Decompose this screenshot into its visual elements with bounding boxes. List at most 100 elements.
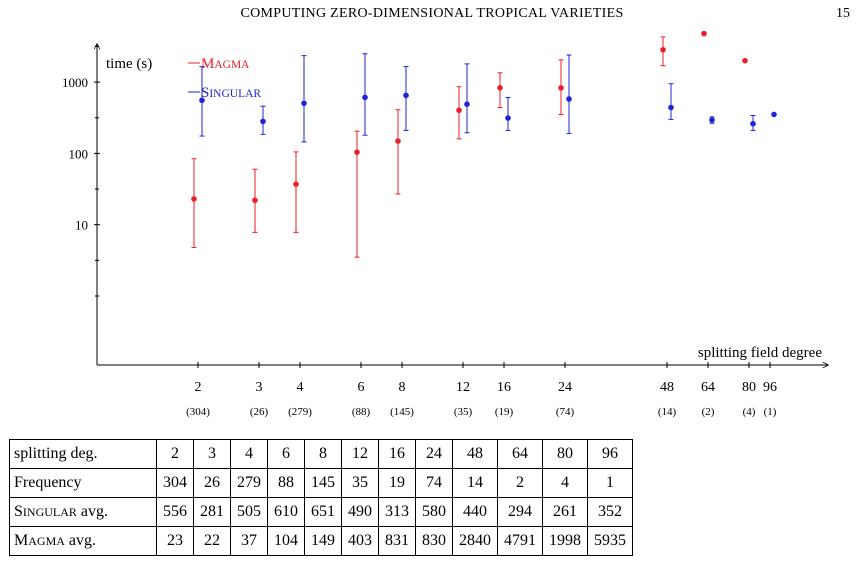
- x-tick-label: 8: [399, 380, 406, 395]
- x-tick-label: 80: [742, 380, 756, 395]
- table-cell: 2: [156, 439, 194, 469]
- table-row-magma: Magma avg. 23 22 37 104 149 403 831 830 2840 4791 1…: [9, 526, 633, 556]
- table-cell: 4: [230, 439, 268, 469]
- table-cell: 96: [587, 439, 633, 469]
- table-cell: 4: [542, 468, 588, 498]
- table-cell: 3: [193, 439, 231, 469]
- data-point: [742, 57, 748, 64]
- legend-label: MAGMA: [201, 56, 250, 72]
- data-point: [660, 46, 666, 53]
- data-point: [566, 96, 572, 102]
- x-frequency-label: (145): [390, 406, 414, 418]
- x-frequency-label: (4): [743, 406, 756, 418]
- table-cell: 610: [267, 497, 305, 527]
- table-cell: 440: [452, 497, 498, 527]
- data-point: [456, 107, 462, 114]
- table-cell: 1: [587, 468, 633, 498]
- table-cell: 304: [156, 468, 194, 498]
- x-frequency-label: (2): [702, 406, 715, 418]
- table-cell: 261: [542, 497, 588, 527]
- table-cell: 556: [156, 497, 194, 527]
- chart-legend: MAGMA SINGULAR: [188, 56, 261, 101]
- table-cell: 4791: [497, 526, 543, 556]
- data-point: [362, 94, 368, 101]
- data-point: [668, 104, 674, 111]
- x-frequency-label: (35): [454, 406, 473, 418]
- table-cell: 37: [230, 526, 268, 556]
- table-cell: 12: [341, 439, 379, 469]
- data-point: [260, 118, 266, 125]
- table-cell: 580: [415, 497, 453, 527]
- table-cell: 48: [452, 439, 498, 469]
- table-cell: 2840: [452, 526, 498, 556]
- data-point: [252, 197, 258, 204]
- table-row-label: splitting deg.: [9, 439, 157, 469]
- x-frequency-label: (26): [250, 406, 269, 418]
- table-cell: 23: [156, 526, 194, 556]
- table-cell: 403: [341, 526, 379, 556]
- data-point: [701, 30, 707, 37]
- table-cell: 2: [497, 468, 543, 498]
- table-cell: 145: [304, 468, 342, 498]
- x-frequency-label: (74): [556, 406, 575, 418]
- data-point: [191, 196, 197, 202]
- table-cell: 1998: [542, 526, 588, 556]
- y-tick-label: 1000: [62, 75, 88, 90]
- y-tick-label: 10: [75, 218, 88, 233]
- table-cell: 14: [452, 468, 498, 498]
- table-cell: 35: [341, 468, 379, 498]
- x-axis-label: splitting field degree: [698, 345, 822, 361]
- table-row-label: Singular avg.: [9, 497, 157, 527]
- table-row-frequency: Frequency 304 26 279 88 145 35 19 74 14 2 4 1: [9, 468, 633, 498]
- data-point: [301, 100, 307, 107]
- chart-axes: 101001000100002(304)3(26)4(279)6(88)8(14…: [62, 30, 829, 418]
- x-frequency-label: (14): [658, 406, 677, 418]
- data-point: [497, 85, 503, 91]
- data-point: [771, 111, 777, 118]
- table-cell: 22: [193, 526, 231, 556]
- data-point: [750, 120, 756, 127]
- x-tick-label: 24: [558, 380, 572, 395]
- data-point: [199, 97, 205, 104]
- table-cell: 830: [415, 526, 453, 556]
- timing-chart: 101001000100002(304)3(26)4(279)6(88)8(14…: [62, 30, 864, 418]
- x-tick-label: 6: [358, 380, 365, 395]
- x-frequency-label: (1): [764, 406, 777, 418]
- table-cell: 313: [378, 497, 416, 527]
- table-cell: 26: [193, 468, 231, 498]
- table-cell: 8: [304, 439, 342, 469]
- table-cell: 16: [378, 439, 416, 469]
- running-title: COMPUTING ZERO-DIMENSIONAL TROPICAL VARI…: [240, 6, 624, 21]
- table-cell: 74: [415, 468, 453, 498]
- x-tick-label: 4: [297, 380, 304, 395]
- table-cell: 352: [587, 497, 633, 527]
- data-point: [464, 101, 470, 107]
- y-tick-label: 100: [69, 146, 89, 161]
- x-tick-label: 48: [660, 380, 674, 395]
- x-tick-label: 12: [456, 380, 470, 395]
- table-cell: 24: [415, 439, 453, 469]
- chart-marks: [191, 30, 777, 258]
- y-axis-label: time (s): [106, 56, 152, 72]
- table-cell: 88: [267, 468, 305, 498]
- data-point: [293, 181, 299, 187]
- table-cell: 64: [497, 439, 543, 469]
- page-header: COMPUTING ZERO-DIMENSIONAL TROPICAL VARI…: [0, 6, 864, 28]
- table-cell: 104: [267, 526, 305, 556]
- data-point: [354, 149, 360, 155]
- table-cell: 80: [542, 439, 588, 469]
- table-row-degree: splitting deg. 2 3 4 6 8 12 16 24 48 64 80 96: [9, 439, 633, 469]
- table-cell: 6: [267, 439, 305, 469]
- x-tick-label: 96: [763, 380, 777, 395]
- table-cell: 294: [497, 497, 543, 527]
- table-cell: 505: [230, 497, 268, 527]
- x-frequency-label: (19): [495, 406, 514, 418]
- data-point: [403, 92, 409, 99]
- x-frequency-label: (304): [186, 406, 210, 418]
- table-row-label: Magma avg.: [9, 526, 157, 556]
- table-row-singular: Singular avg. 556 281 505 610 651 490 313 580 440…: [9, 497, 633, 527]
- table-cell: 651: [304, 497, 342, 527]
- table-cell: 279: [230, 468, 268, 498]
- table-row-label: Frequency: [9, 468, 157, 498]
- x-tick-label: 2: [195, 380, 202, 395]
